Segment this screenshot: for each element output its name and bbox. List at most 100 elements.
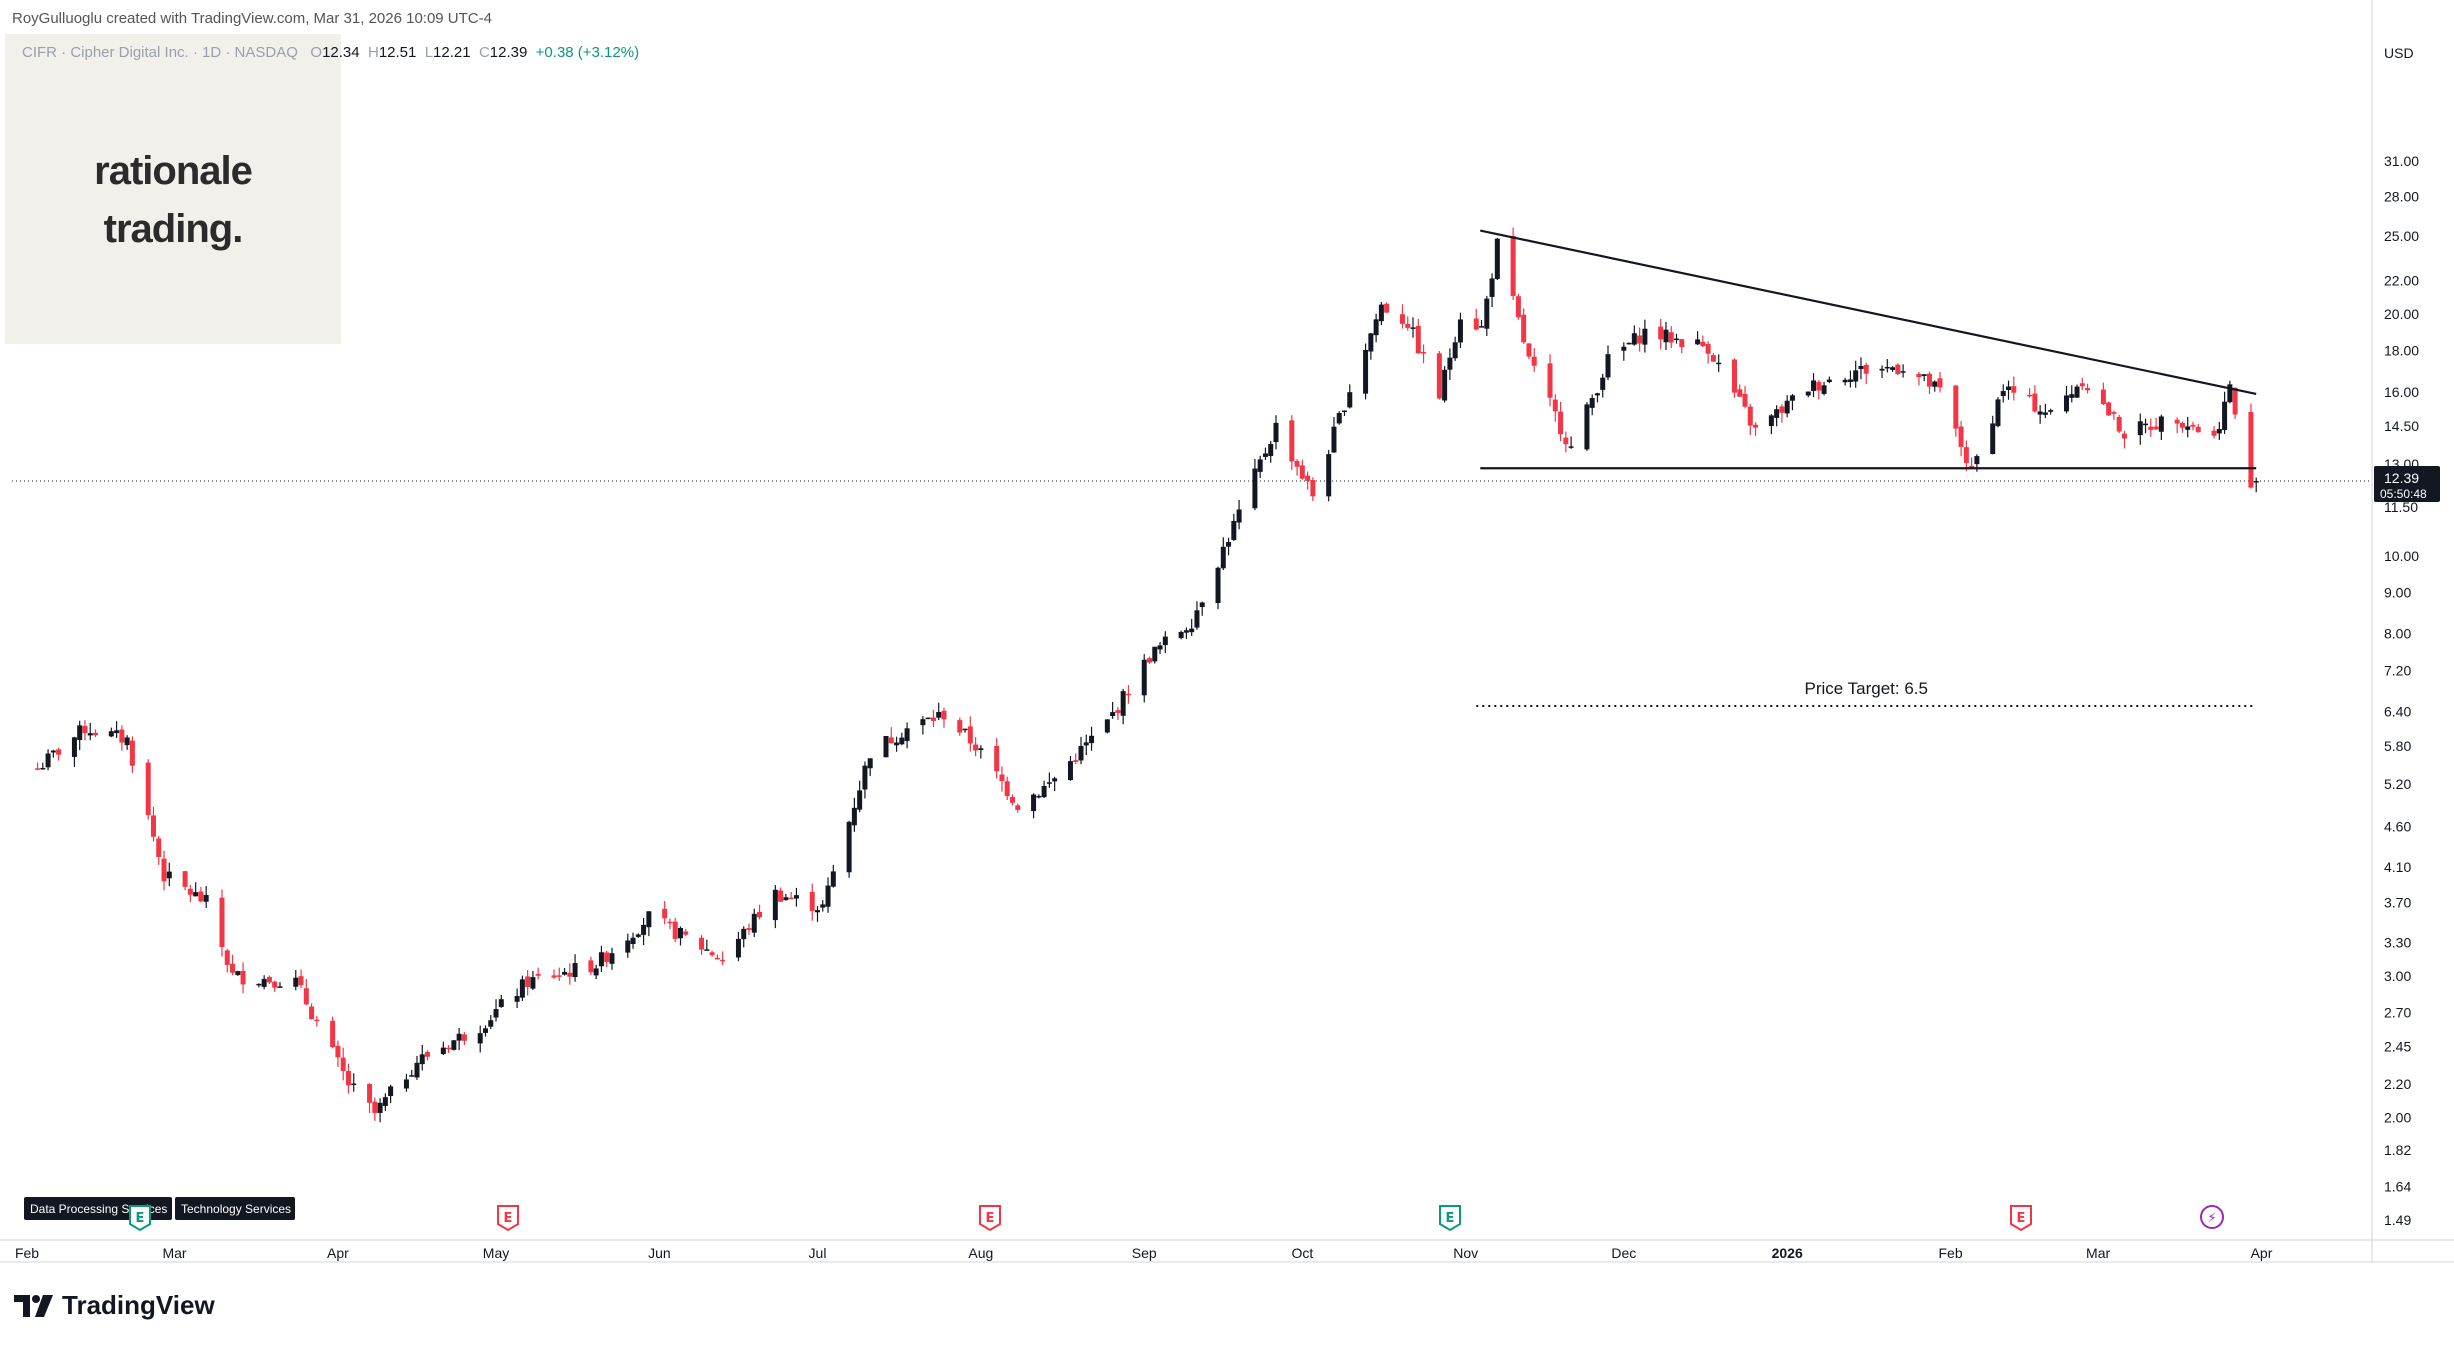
candle-body <box>751 913 757 933</box>
candle <box>150 806 156 842</box>
candle <box>1294 459 1300 476</box>
bar-countdown: 05:50:48 <box>2380 487 2427 501</box>
candle-body <box>867 758 873 769</box>
candle <box>298 969 304 989</box>
candle-body <box>683 931 689 935</box>
earnings-event-icon: E <box>1439 1205 1461 1232</box>
candle <box>1479 319 1485 328</box>
candle <box>904 722 910 749</box>
candle <box>340 1047 346 1081</box>
candle <box>425 1050 431 1061</box>
candle-body <box>825 885 831 907</box>
candle-body <box>351 1083 357 1086</box>
candle-body <box>1510 236 1516 296</box>
candle <box>446 1045 452 1053</box>
candle-body <box>1494 238 1500 279</box>
event-glyph: E <box>2017 1211 2026 1226</box>
candle-body <box>788 897 794 900</box>
candle-body <box>1847 379 1853 382</box>
y-tick-label: 5.80 <box>2384 738 2411 754</box>
candle <box>1705 341 1711 364</box>
candle-body <box>488 1020 494 1027</box>
candle <box>1863 362 1869 385</box>
candle-body <box>857 790 863 810</box>
candle <box>1547 354 1553 407</box>
candle <box>1679 338 1685 354</box>
dividend-event-circle <box>2200 1205 2224 1229</box>
symbol-name[interactable]: CIFR · Cipher Digital Inc. · 1D · NASDAQ <box>22 44 298 61</box>
earnings-event-icon: E <box>979 1205 1001 1232</box>
candle <box>1157 642 1163 654</box>
candle <box>261 975 267 990</box>
tradingview-wordmark: TradingView <box>62 1290 215 1320</box>
candle <box>1257 455 1263 479</box>
candle-body <box>219 897 225 948</box>
open-label: O <box>310 44 323 61</box>
candle <box>1663 322 1669 351</box>
candle-body <box>672 921 678 939</box>
candle-body <box>425 1052 431 1057</box>
x-tick-label: Aug <box>968 1245 993 1261</box>
y-tick-label: 5.20 <box>2384 776 2411 792</box>
candle <box>1110 701 1116 719</box>
candle <box>1384 302 1390 313</box>
candle-body <box>1041 785 1047 798</box>
candle <box>1199 601 1205 616</box>
y-tick-label: 20.00 <box>2384 306 2419 322</box>
tradingview-brand[interactable]: TradingView <box>14 1290 215 1321</box>
candle <box>757 904 763 920</box>
candle-body <box>340 1057 346 1072</box>
symbol-legend[interactable]: CIFR · Cipher Digital Inc. · 1D · NASDAQ… <box>22 44 639 61</box>
candle <box>1231 513 1237 541</box>
candle-body <box>1342 410 1347 413</box>
candle-body <box>604 952 610 963</box>
candle <box>1742 386 1748 409</box>
candle-body <box>40 767 46 770</box>
candle <box>1457 312 1463 348</box>
candle <box>672 917 678 943</box>
candle <box>1473 308 1479 331</box>
candle-body <box>161 858 167 882</box>
candle <box>525 970 531 996</box>
candle-body <box>145 762 151 816</box>
last-price-value: 12.39 <box>2384 470 2419 486</box>
candle <box>1310 477 1316 501</box>
candle <box>2253 477 2259 493</box>
candle-body <box>1737 389 1743 397</box>
candle-body <box>904 728 910 741</box>
candle-body <box>1552 399 1558 412</box>
candle <box>1115 707 1121 720</box>
x-tick-label: Oct <box>1291 1245 1313 1261</box>
candle <box>646 911 652 937</box>
candle-body <box>1220 546 1226 569</box>
candle-body <box>1900 371 1906 373</box>
y-tick-label: 11.50 <box>2384 499 2418 515</box>
y-tick-label: 22.00 <box>2384 273 2419 289</box>
candle-body <box>556 975 562 977</box>
candle <box>335 1040 341 1067</box>
candle-body <box>1384 303 1390 313</box>
candle <box>888 727 894 744</box>
candle-body <box>1157 645 1163 650</box>
candle <box>867 758 873 777</box>
candle <box>1073 753 1079 764</box>
candle <box>1004 776 1010 801</box>
candle <box>815 906 820 922</box>
candle-body <box>815 910 820 913</box>
candle <box>1421 344 1427 364</box>
candle-body <box>2153 426 2159 430</box>
candle-body <box>978 748 984 750</box>
candle-body <box>894 742 900 746</box>
candle-body <box>667 921 673 924</box>
candle-body <box>1953 385 1959 429</box>
candle-body <box>1415 325 1421 354</box>
candle-body <box>1110 712 1116 717</box>
candle-body <box>1679 339 1685 348</box>
candle <box>1326 449 1332 502</box>
candle <box>293 970 299 991</box>
candle-body <box>793 895 799 899</box>
candle-body <box>1015 805 1021 810</box>
candle <box>93 729 99 737</box>
